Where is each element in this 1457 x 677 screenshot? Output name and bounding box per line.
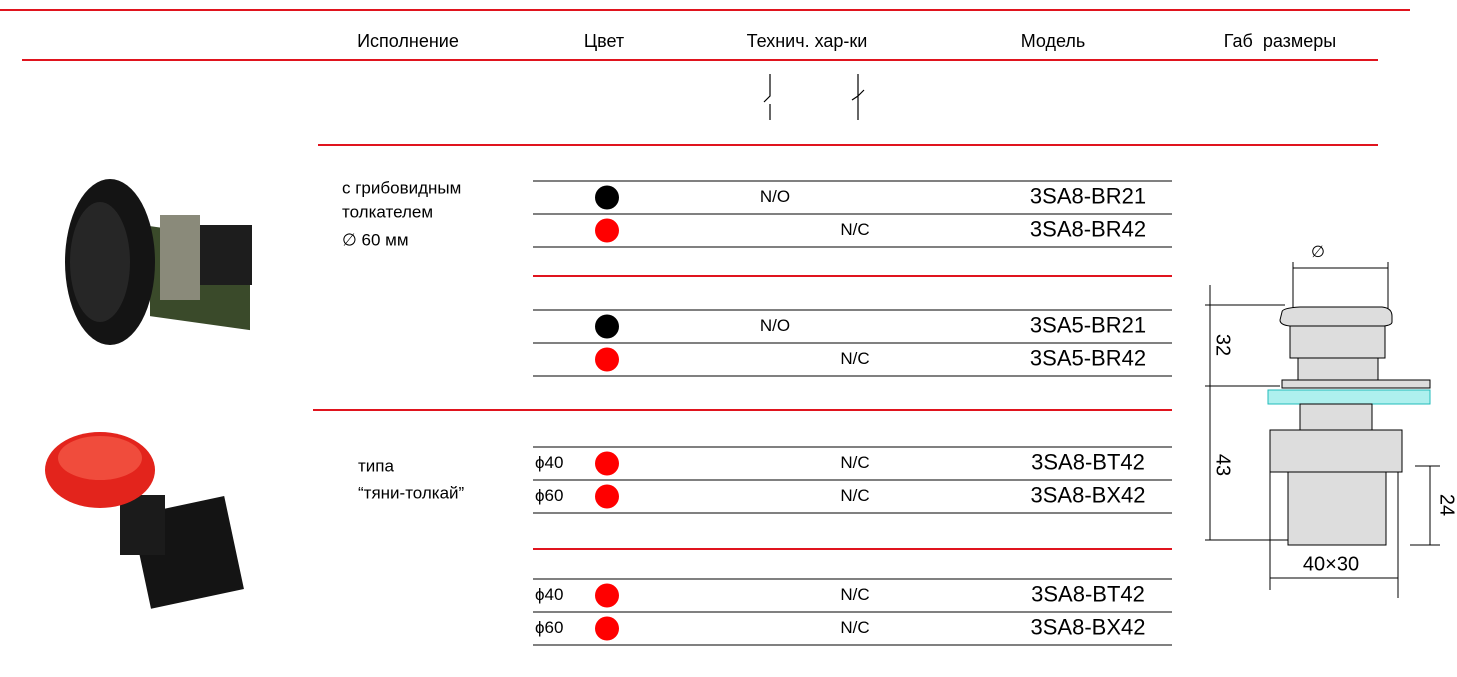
footprint-label: 40×30 [1303, 553, 1359, 575]
height-label: 43 [1212, 454, 1234, 476]
diameter-label: ∅ [1311, 244, 1325, 261]
model: 3SA8-BX42 [1031, 614, 1146, 639]
size-label: ϕ40 [535, 453, 563, 472]
color-dot [595, 347, 619, 372]
height-label: 32 [1212, 334, 1234, 356]
product-photo-mushroom [65, 179, 252, 345]
size-label: ϕ60 [535, 486, 563, 505]
color-dot [595, 484, 619, 509]
description: толкателем [342, 202, 433, 221]
model: 3SA8-BT42 [1031, 581, 1145, 606]
size-label: ϕ40 [535, 585, 563, 604]
color-dot [595, 583, 619, 608]
no-contact-symbol [763, 74, 771, 120]
color-dot [595, 616, 619, 641]
dimension-drawing [1205, 262, 1440, 598]
column-header: Цвет [584, 31, 624, 51]
column-header: Исполнение [357, 31, 459, 51]
color-dot [595, 218, 619, 243]
description: “тяни-толкай” [358, 483, 465, 502]
column-header: Модель [1021, 31, 1086, 51]
model: 3SA8-BX42 [1031, 482, 1146, 507]
nc-contact-symbol [851, 74, 865, 120]
model: 3SA8-BR42 [1030, 216, 1146, 241]
model: 3SA5-BR21 [1030, 312, 1146, 337]
contact-type: N/C [840, 585, 869, 604]
color-dot [595, 185, 619, 210]
height-label: 24 [1436, 494, 1457, 516]
contact-type: N/C [840, 220, 869, 239]
description: ∅ 60 мм [342, 230, 409, 249]
product-photo-push-pull [45, 432, 244, 609]
contact-type: N/O [760, 187, 790, 206]
model: 3SA8-BR21 [1030, 183, 1146, 208]
contact-type: N/O [760, 316, 790, 335]
model: 3SA8-BT42 [1031, 449, 1145, 474]
contact-type: N/C [840, 349, 869, 368]
size-label: ϕ60 [535, 618, 563, 637]
contact-type: N/C [840, 486, 869, 505]
color-dot [595, 451, 619, 476]
color-dot [595, 314, 619, 339]
column-header: Габ размеры [1224, 31, 1336, 51]
contact-type: N/C [840, 618, 869, 637]
contact-type: N/C [840, 453, 869, 472]
model: 3SA5-BR42 [1030, 345, 1146, 370]
description: типа [358, 456, 394, 475]
description: с грибовидным [342, 178, 461, 197]
column-header: Технич. хар-ки [747, 31, 868, 51]
